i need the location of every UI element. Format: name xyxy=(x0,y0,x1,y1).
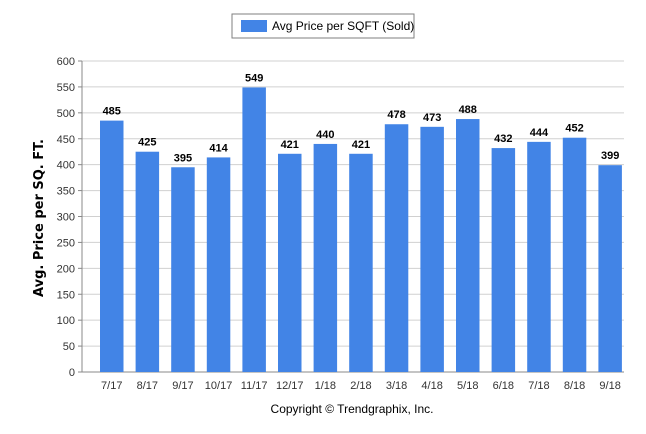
legend-entry: Avg Price per SQFT (Sold) xyxy=(272,19,414,33)
data-label: 421 xyxy=(281,139,299,151)
bar xyxy=(491,148,516,372)
data-label: 440 xyxy=(316,129,334,141)
y-axis-title: Avg. Price per SQ. FT. xyxy=(32,139,47,297)
data-label: 488 xyxy=(459,104,477,116)
x-tick-label: 8/18 xyxy=(564,380,585,392)
data-label: 473 xyxy=(423,112,441,124)
bar xyxy=(278,153,302,372)
x-tick-label: 12/17 xyxy=(276,380,304,392)
bars: 485 425 395 414 549 421 440 421 478 473 488 432 444 4… xyxy=(100,72,622,372)
y-tick-label: 350 xyxy=(57,186,75,198)
bar xyxy=(349,153,373,372)
y-tick-label: 100 xyxy=(57,315,75,327)
data-label: 444 xyxy=(530,127,549,139)
bar xyxy=(313,143,338,372)
bar xyxy=(100,120,124,372)
bar xyxy=(384,124,409,372)
y-tick-label: 0 xyxy=(69,367,75,379)
data-label: 395 xyxy=(174,152,192,164)
bar xyxy=(242,87,266,372)
y-tick-label: 550 xyxy=(57,82,75,94)
data-label: 549 xyxy=(245,72,263,84)
x-tick-label: 7/18 xyxy=(528,380,549,392)
x-tick-label: 9/17 xyxy=(172,380,193,392)
x-tick-label: 5/18 xyxy=(457,380,478,392)
data-label: 414 xyxy=(209,142,228,154)
y-tick-label: 250 xyxy=(57,237,75,249)
y-tick-label: 400 xyxy=(57,160,75,172)
bar xyxy=(135,151,160,372)
data-label: 425 xyxy=(138,137,156,149)
x-tick-label: 8/17 xyxy=(137,380,158,392)
x-tick-label: 2/18 xyxy=(350,380,371,392)
data-label: 421 xyxy=(352,139,370,151)
data-label: 452 xyxy=(565,123,583,135)
x-tick-label: 1/18 xyxy=(315,380,336,392)
data-label: 485 xyxy=(103,106,121,118)
x-tick-label: 3/18 xyxy=(386,380,407,392)
bar xyxy=(171,167,195,372)
bar xyxy=(562,137,587,372)
x-tick-label: 9/18 xyxy=(599,380,620,392)
x-tick-label: 6/18 xyxy=(493,380,514,392)
data-label: 432 xyxy=(494,133,512,145)
y-tick-label: 200 xyxy=(57,263,75,275)
x-tick-label: 7/17 xyxy=(101,380,122,392)
y-tick-label: 450 xyxy=(57,134,75,146)
y-tick-label: 300 xyxy=(57,212,75,224)
bar xyxy=(527,141,551,372)
data-label: 399 xyxy=(601,150,619,162)
y-tick-label: 150 xyxy=(57,289,75,301)
bar xyxy=(456,119,480,372)
x-tick-label: 4/18 xyxy=(421,380,442,392)
bar xyxy=(206,157,231,372)
y-tick-label: 500 xyxy=(57,108,75,120)
data-label: 478 xyxy=(387,109,405,121)
legend-swatch xyxy=(241,20,267,32)
x-tick-label: 11/17 xyxy=(241,380,268,392)
y-tick-label: 600 xyxy=(57,56,75,68)
y-tick-label: 50 xyxy=(63,341,75,353)
bar xyxy=(420,126,444,372)
copyright-text: Copyright © Trendgraphix, Inc. xyxy=(271,402,434,416)
x-tick-label: 10/17 xyxy=(205,380,233,392)
legend: Avg Price per SQFT (Sold) xyxy=(231,13,415,39)
bar xyxy=(598,165,622,372)
tick-labels: 0 50 100 150 200 250 300 350 400 450 500 550 600 7/17… xyxy=(57,56,621,392)
